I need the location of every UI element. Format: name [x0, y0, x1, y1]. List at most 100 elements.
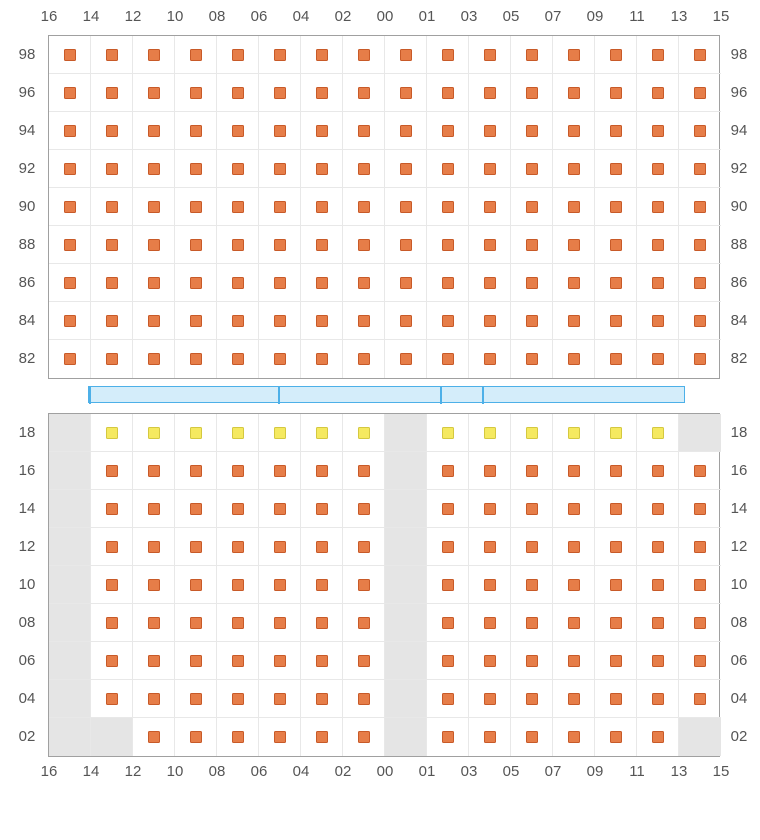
seat-cell[interactable]: [637, 680, 679, 718]
seat-cell[interactable]: [679, 188, 721, 226]
seat-cell[interactable]: [469, 718, 511, 756]
seat-cell[interactable]: [91, 264, 133, 302]
seat-cell[interactable]: [469, 566, 511, 604]
seat-cell[interactable]: [511, 112, 553, 150]
seat-cell[interactable]: [259, 340, 301, 378]
seat-cell[interactable]: [301, 642, 343, 680]
seat-cell[interactable]: [553, 74, 595, 112]
seat-cell[interactable]: [49, 340, 91, 378]
seat-cell[interactable]: [469, 188, 511, 226]
seat-cell[interactable]: [259, 188, 301, 226]
seat-cell[interactable]: [217, 452, 259, 490]
seat-cell[interactable]: [469, 490, 511, 528]
seat-cell[interactable]: [259, 642, 301, 680]
seat-cell[interactable]: [637, 150, 679, 188]
seat-cell[interactable]: [301, 36, 343, 74]
seat-cell[interactable]: [217, 36, 259, 74]
seat-cell[interactable]: [301, 604, 343, 642]
seat-cell[interactable]: [553, 490, 595, 528]
seat-cell[interactable]: [343, 680, 385, 718]
seat-cell[interactable]: [301, 566, 343, 604]
seat-cell[interactable]: [175, 452, 217, 490]
seat-cell[interactable]: [385, 302, 427, 340]
seat-cell[interactable]: [637, 264, 679, 302]
seat-cell[interactable]: [133, 604, 175, 642]
seat-cell[interactable]: [301, 414, 343, 452]
seat-cell[interactable]: [637, 188, 679, 226]
seat-cell[interactable]: [637, 452, 679, 490]
seat-cell[interactable]: [343, 36, 385, 74]
seat-cell[interactable]: [679, 528, 721, 566]
seat-cell[interactable]: [427, 566, 469, 604]
seat-cell[interactable]: [637, 226, 679, 264]
seat-cell[interactable]: [679, 604, 721, 642]
seat-cell[interactable]: [49, 74, 91, 112]
seat-cell[interactable]: [175, 566, 217, 604]
seat-cell[interactable]: [385, 36, 427, 74]
seat-cell[interactable]: [343, 74, 385, 112]
seat-cell[interactable]: [469, 74, 511, 112]
seat-cell[interactable]: [259, 528, 301, 566]
seat-cell[interactable]: [385, 226, 427, 264]
seat-cell[interactable]: [175, 226, 217, 264]
seat-cell[interactable]: [679, 36, 721, 74]
seat-cell[interactable]: [553, 718, 595, 756]
seat-cell[interactable]: [511, 718, 553, 756]
seat-cell[interactable]: [217, 414, 259, 452]
seat-cell[interactable]: [175, 302, 217, 340]
seat-cell[interactable]: [469, 150, 511, 188]
seat-cell[interactable]: [217, 604, 259, 642]
seat-cell[interactable]: [133, 36, 175, 74]
seat-cell[interactable]: [343, 604, 385, 642]
seat-cell[interactable]: [217, 566, 259, 604]
seat-cell[interactable]: [175, 264, 217, 302]
seat-cell[interactable]: [427, 414, 469, 452]
seat-cell[interactable]: [175, 642, 217, 680]
seat-cell[interactable]: [637, 604, 679, 642]
seat-cell[interactable]: [553, 642, 595, 680]
seat-cell[interactable]: [679, 566, 721, 604]
seat-cell[interactable]: [343, 188, 385, 226]
seat-cell[interactable]: [301, 490, 343, 528]
seat-cell[interactable]: [427, 150, 469, 188]
seat-cell[interactable]: [511, 74, 553, 112]
seat-cell[interactable]: [301, 264, 343, 302]
seat-cell[interactable]: [637, 414, 679, 452]
seat-cell[interactable]: [259, 680, 301, 718]
seat-cell[interactable]: [679, 264, 721, 302]
seat-cell[interactable]: [427, 340, 469, 378]
seat-cell[interactable]: [511, 490, 553, 528]
seat-cell[interactable]: [637, 642, 679, 680]
seat-cell[interactable]: [511, 680, 553, 718]
seat-cell[interactable]: [259, 604, 301, 642]
seat-cell[interactable]: [133, 718, 175, 756]
seat-cell[interactable]: [427, 452, 469, 490]
seat-cell[interactable]: [91, 74, 133, 112]
seat-cell[interactable]: [91, 566, 133, 604]
seat-cell[interactable]: [637, 36, 679, 74]
seat-cell[interactable]: [469, 528, 511, 566]
seat-cell[interactable]: [343, 302, 385, 340]
seat-cell[interactable]: [343, 112, 385, 150]
seat-cell[interactable]: [553, 112, 595, 150]
seat-cell[interactable]: [511, 528, 553, 566]
seat-cell[interactable]: [259, 74, 301, 112]
seat-cell[interactable]: [469, 264, 511, 302]
seat-cell[interactable]: [91, 604, 133, 642]
seat-cell[interactable]: [259, 490, 301, 528]
seat-cell[interactable]: [217, 680, 259, 718]
seat-cell[interactable]: [427, 188, 469, 226]
seat-cell[interactable]: [595, 490, 637, 528]
seat-cell[interactable]: [469, 414, 511, 452]
seat-cell[interactable]: [595, 74, 637, 112]
seat-cell[interactable]: [469, 680, 511, 718]
seat-cell[interactable]: [133, 414, 175, 452]
seat-cell[interactable]: [91, 528, 133, 566]
seat-cell[interactable]: [595, 264, 637, 302]
seat-cell[interactable]: [175, 490, 217, 528]
seat-cell[interactable]: [679, 150, 721, 188]
seat-cell[interactable]: [343, 490, 385, 528]
seat-cell[interactable]: [427, 490, 469, 528]
seat-cell[interactable]: [553, 150, 595, 188]
seat-cell[interactable]: [553, 414, 595, 452]
